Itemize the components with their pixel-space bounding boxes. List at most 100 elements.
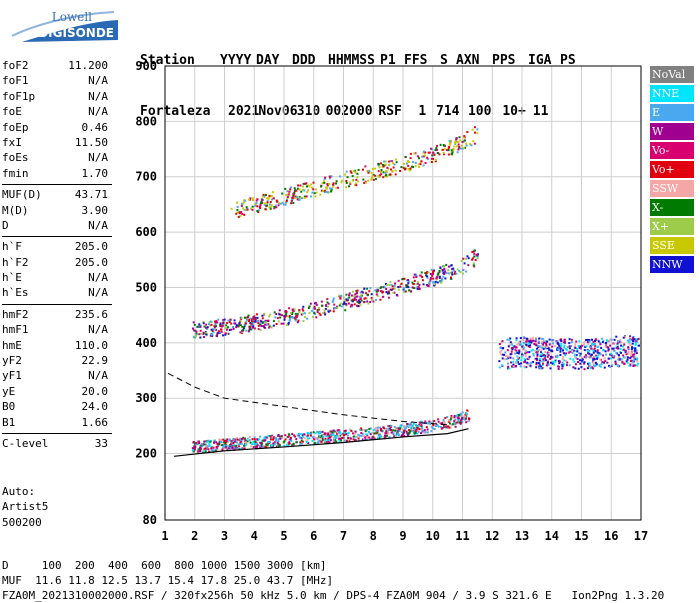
auto-version: 500200 xyxy=(2,515,42,529)
third-hop-point xyxy=(461,147,464,150)
second-hop-point xyxy=(367,293,370,296)
second-hop-point xyxy=(403,277,406,280)
second-hop-point xyxy=(218,331,221,334)
second-hop-point xyxy=(375,290,378,293)
third-hop-point xyxy=(330,189,333,192)
second-hop-point xyxy=(450,264,453,267)
header-value-10: 11 xyxy=(532,104,549,119)
spread-f-point xyxy=(557,365,560,368)
second-hop-point xyxy=(303,316,306,319)
f-trace-point xyxy=(227,448,230,451)
third-hop-point xyxy=(335,180,338,183)
f-trace-point xyxy=(272,436,275,439)
f-trace-point xyxy=(241,437,244,440)
f-trace-point xyxy=(409,425,412,428)
second-hop-point xyxy=(447,269,450,272)
third-hop-point xyxy=(270,198,273,201)
f-trace-point xyxy=(444,416,447,419)
second-hop-point xyxy=(393,284,396,287)
f-trace-point xyxy=(360,427,363,430)
second-hop-point xyxy=(268,315,271,318)
third-hop-point xyxy=(454,142,457,145)
second-hop-point xyxy=(289,311,292,314)
second-hop-point xyxy=(467,264,470,267)
second-hop-point xyxy=(288,315,291,318)
f-trace-point xyxy=(390,431,393,434)
third-hop-point xyxy=(274,204,277,207)
second-hop-point xyxy=(399,285,402,288)
spread-f-point xyxy=(600,346,603,349)
f-trace-point xyxy=(297,432,300,435)
second-hop-point xyxy=(309,302,312,305)
second-hop-point xyxy=(436,275,439,278)
third-hop-point xyxy=(471,128,474,131)
spread-f-point xyxy=(525,343,528,346)
second-hop-point xyxy=(320,304,323,307)
third-hop-point xyxy=(355,178,358,181)
f-trace-point xyxy=(320,440,323,443)
second-hop-point xyxy=(293,308,296,311)
f-trace-point xyxy=(267,434,270,437)
f-trace-point xyxy=(375,432,378,435)
spread-f-point xyxy=(553,344,556,347)
third-hop-point xyxy=(463,139,466,142)
x-tick-label: 16 xyxy=(604,529,618,543)
second-hop-point xyxy=(326,301,329,304)
f-trace-point xyxy=(329,434,332,437)
second-hop-point xyxy=(248,319,251,322)
spread-f-point xyxy=(571,351,574,354)
second-hop-point xyxy=(418,287,421,290)
third-hop-point xyxy=(293,187,296,190)
spread-f-point xyxy=(527,356,530,359)
spread-f-point xyxy=(549,355,552,358)
third-hop-point xyxy=(450,139,453,142)
spread-f-point xyxy=(607,348,610,351)
second-hop-point xyxy=(256,319,259,322)
third-hop-point xyxy=(330,190,333,193)
chart-marks xyxy=(167,126,640,457)
f-trace-point xyxy=(372,429,375,432)
f-trace-point xyxy=(405,425,408,428)
third-hop-point xyxy=(324,186,327,189)
spread-f-point xyxy=(509,341,512,344)
third-hop-point xyxy=(298,199,301,202)
second-hop-point xyxy=(247,314,250,317)
spread-f-point xyxy=(530,341,533,344)
f-trace-point xyxy=(197,448,200,451)
second-hop-point xyxy=(255,320,258,323)
f-trace-point xyxy=(460,419,463,422)
third-hop-point xyxy=(450,149,453,152)
f-trace-point xyxy=(234,440,237,443)
f-trace-point xyxy=(230,440,233,443)
spread-f-point xyxy=(518,343,521,346)
f-trace-point xyxy=(275,438,278,441)
spread-f-point xyxy=(523,360,526,363)
second-hop-point xyxy=(381,295,384,298)
third-hop-point xyxy=(281,201,284,204)
f-trace-point xyxy=(215,448,218,451)
third-hop-point xyxy=(390,173,393,176)
f-trace-point xyxy=(196,451,199,454)
third-hop-point xyxy=(383,164,386,167)
f-trace-point xyxy=(222,445,225,448)
second-hop-point xyxy=(406,284,409,287)
f-trace-point xyxy=(299,433,302,436)
spread-f-point xyxy=(547,354,550,357)
f-trace-point xyxy=(321,430,324,433)
spread-f-point xyxy=(574,356,577,359)
f-trace-point xyxy=(222,438,225,441)
second-hop-point xyxy=(390,283,393,286)
second-hop-point xyxy=(298,309,301,312)
spread-f-point xyxy=(538,363,541,366)
third-hop-point xyxy=(262,195,265,198)
spread-f-point xyxy=(527,345,530,348)
third-hop-point xyxy=(243,213,246,216)
f-trace-point xyxy=(216,449,219,452)
spread-f-point xyxy=(574,367,577,370)
param-row: h`F2 205.0 xyxy=(2,255,112,270)
spread-f-point xyxy=(556,354,559,357)
legend-entry: E xyxy=(650,104,694,121)
spread-f-point xyxy=(559,354,562,357)
spread-f-point xyxy=(525,340,528,343)
